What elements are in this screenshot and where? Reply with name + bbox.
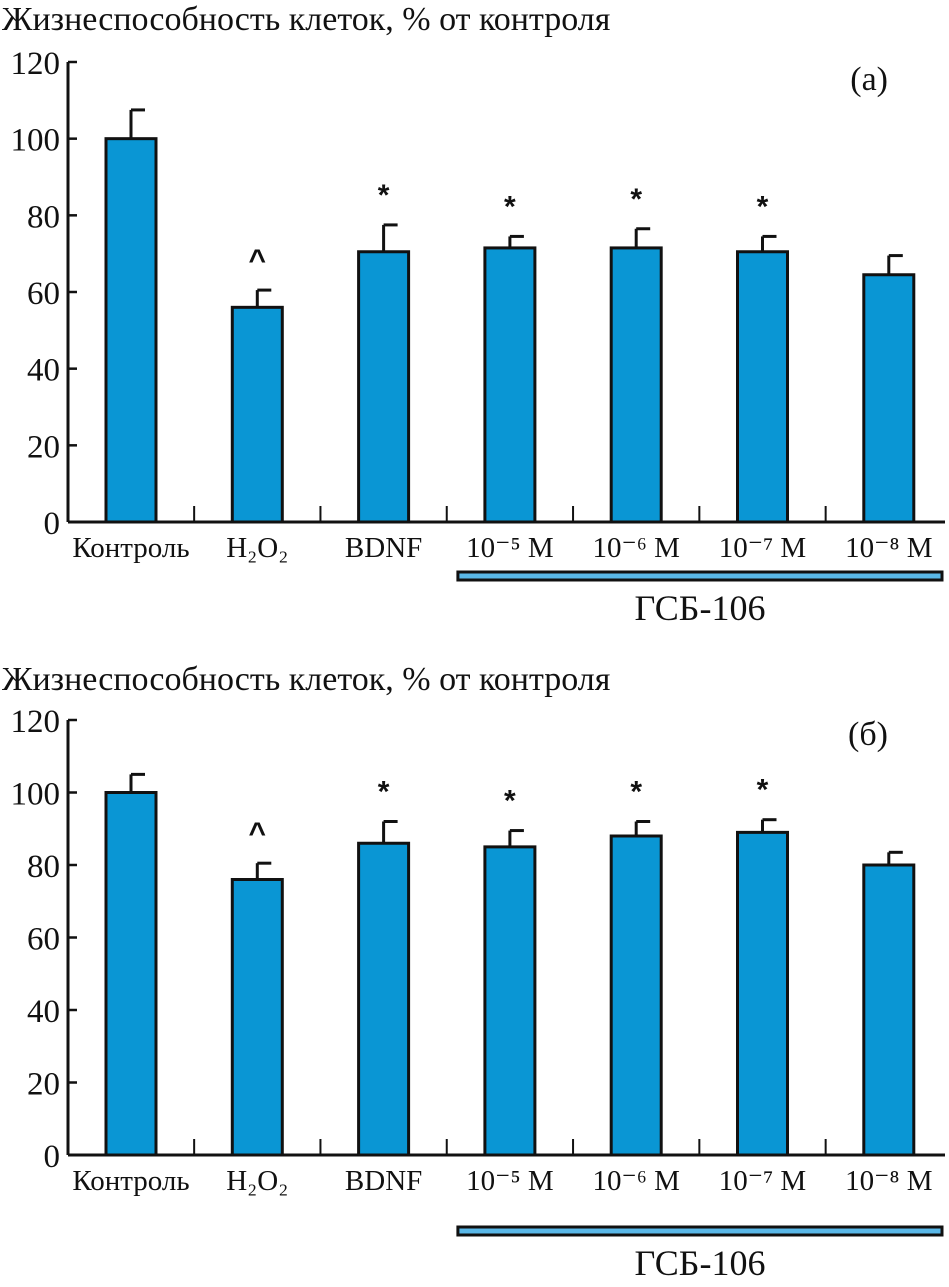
panel-a: Жизнеспособность клеток, % от контроля (а… bbox=[2, 1, 945, 628]
category-label: 10⁻⁶ M bbox=[592, 532, 679, 564]
y-tick-label: 120 bbox=[11, 46, 61, 82]
y-tick-label: 100 bbox=[11, 777, 61, 813]
panel-label: (б) bbox=[848, 716, 888, 753]
category-label: 10⁻⁸ M bbox=[845, 1165, 932, 1197]
category-label: 10⁻⁷ M bbox=[719, 1165, 806, 1197]
y-tick-label: 80 bbox=[27, 199, 60, 235]
y-tick-label: 40 bbox=[27, 994, 60, 1030]
significance-marker: ^ bbox=[249, 817, 267, 850]
group-label: ГСБ-106 bbox=[634, 588, 765, 628]
bar bbox=[104, 137, 158, 524]
y-tick-label: 20 bbox=[27, 429, 60, 465]
bar bbox=[230, 305, 284, 524]
category-label: H₂O₂ bbox=[226, 1165, 288, 1197]
group-label: ГСБ-106 bbox=[634, 1243, 765, 1283]
bar bbox=[357, 250, 411, 524]
significance-marker: * bbox=[504, 190, 516, 223]
group-bracket bbox=[456, 1225, 944, 1237]
panel-b: Жизнеспособность клеток, % от контроля (б… bbox=[2, 661, 945, 1283]
significance-marker: * bbox=[378, 179, 390, 212]
significance-marker: * bbox=[378, 776, 390, 809]
significance-marker: * bbox=[757, 190, 769, 223]
y-tick-label: 20 bbox=[27, 1067, 60, 1103]
bar bbox=[862, 273, 916, 524]
category-label: BDNF bbox=[345, 532, 422, 564]
category-label: 10⁻⁸ M bbox=[845, 532, 932, 564]
bar bbox=[736, 250, 789, 524]
category-label: 10⁻⁵ M bbox=[466, 532, 553, 564]
group-bracket bbox=[456, 570, 944, 582]
category-label: H₂O₂ bbox=[226, 532, 288, 564]
bar bbox=[483, 246, 537, 524]
significance-marker: * bbox=[630, 183, 642, 216]
bar bbox=[230, 878, 284, 1157]
bar bbox=[357, 841, 411, 1157]
significance-marker: * bbox=[630, 776, 642, 809]
y-tick-label: 60 bbox=[27, 276, 60, 312]
significance-marker: * bbox=[757, 774, 769, 807]
bar bbox=[736, 830, 789, 1157]
category-label: 10⁻⁶ M bbox=[592, 1165, 679, 1197]
y-tick-label: 0 bbox=[44, 1139, 61, 1175]
bar bbox=[483, 845, 537, 1157]
category-label: 10⁻⁷ M bbox=[719, 532, 806, 564]
bar bbox=[609, 834, 663, 1157]
y-axis-title: Жизнеспособность клеток, % от контроля bbox=[2, 1, 611, 38]
category-label: 10⁻⁵ M bbox=[466, 1165, 553, 1197]
category-label: Контроль bbox=[72, 532, 189, 564]
bar bbox=[862, 863, 916, 1157]
bar bbox=[104, 791, 158, 1157]
panel-label: (а) bbox=[850, 61, 888, 98]
y-axis-title: Жизнеспособность клеток, % от контроля bbox=[2, 661, 611, 698]
significance-marker: * bbox=[504, 785, 516, 818]
bar bbox=[609, 246, 663, 524]
y-tick-label: 60 bbox=[27, 922, 60, 958]
y-tick-label: 120 bbox=[11, 704, 61, 740]
y-tick-label: 40 bbox=[27, 353, 60, 389]
category-label: BDNF bbox=[345, 1165, 422, 1197]
category-label: Контроль bbox=[72, 1165, 189, 1197]
y-tick-label: 80 bbox=[27, 849, 60, 885]
y-tick-label: 0 bbox=[44, 506, 61, 542]
significance-marker: ^ bbox=[249, 244, 267, 277]
y-tick-label: 100 bbox=[11, 123, 61, 159]
